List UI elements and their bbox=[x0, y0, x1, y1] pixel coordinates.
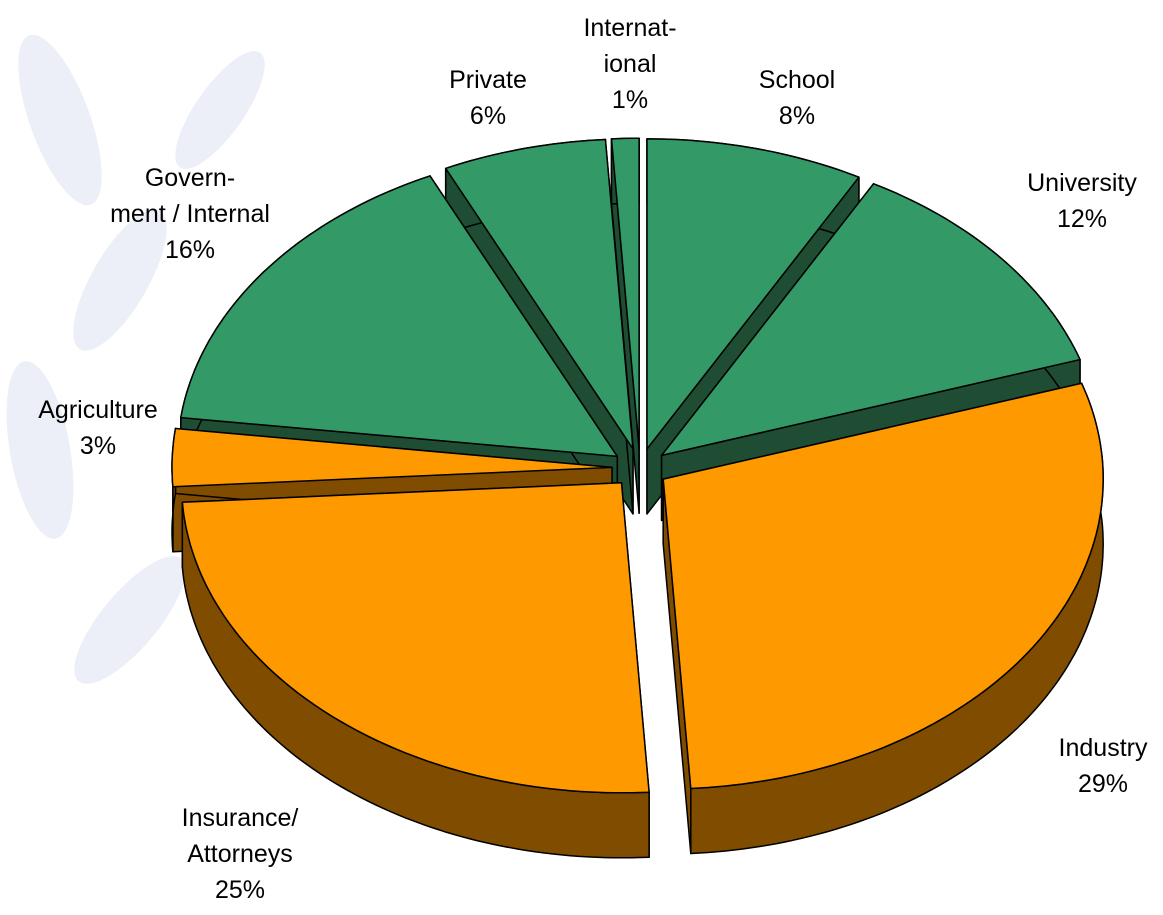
category-label: Insurance/ Attorneys bbox=[181, 804, 299, 868]
category-label: Internat- ional bbox=[583, 14, 677, 78]
category-label: Private bbox=[449, 66, 527, 94]
data-label: Agriculture 3% bbox=[38, 392, 158, 464]
category-label: University bbox=[1027, 169, 1137, 197]
category-label: Agriculture bbox=[38, 396, 158, 424]
slice bbox=[610, 137, 640, 450]
slice bbox=[171, 427, 613, 488]
value-label: 8% bbox=[778, 102, 816, 130]
value-label: 29% bbox=[1077, 770, 1129, 798]
slice bbox=[662, 382, 1104, 790]
value-label: 6% bbox=[469, 102, 507, 130]
data-label: School 8% bbox=[759, 62, 835, 134]
value-label: 16% bbox=[164, 236, 216, 264]
data-label: Govern- ment / Internal 16% bbox=[110, 160, 270, 268]
data-label: Internat- ional 1% bbox=[583, 10, 676, 118]
data-label: Private 6% bbox=[449, 62, 527, 134]
data-label: University 12% bbox=[1027, 165, 1137, 237]
data-label: Insurance/ Attorneys 25% bbox=[182, 800, 299, 908]
slice bbox=[660, 183, 1081, 457]
value-label: 3% bbox=[79, 432, 117, 460]
data-label: Industry 29% bbox=[1059, 730, 1148, 802]
slice bbox=[180, 175, 619, 458]
slice bbox=[646, 138, 860, 450]
watermark bbox=[6, 34, 265, 684]
category-label: School bbox=[758, 66, 836, 94]
slice bbox=[181, 482, 650, 794]
value-label: 12% bbox=[1056, 205, 1108, 233]
value-label: 25% bbox=[214, 876, 266, 904]
category-label: Industry bbox=[1058, 734, 1148, 762]
slice bbox=[444, 138, 634, 450]
category-label: Govern- ment / Internal bbox=[110, 164, 270, 228]
value-label: 1% bbox=[611, 86, 649, 114]
